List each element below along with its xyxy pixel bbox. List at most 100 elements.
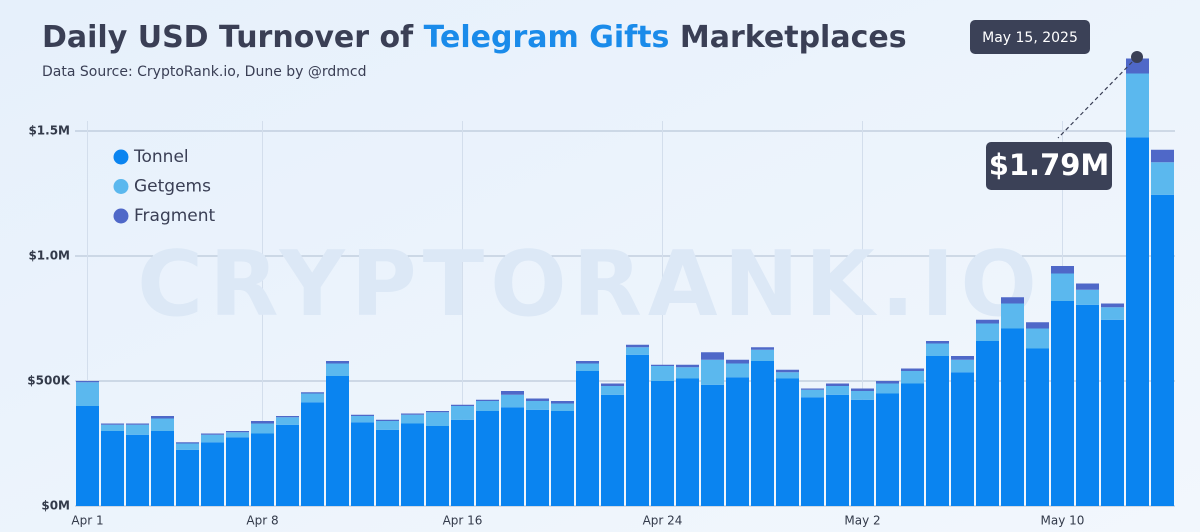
bar-segment bbox=[451, 406, 474, 420]
bar-segment bbox=[251, 421, 274, 424]
bar-segment bbox=[251, 433, 274, 506]
title-part: Daily USD Turnover of bbox=[42, 20, 424, 55]
bar-segment bbox=[451, 404, 474, 406]
bar-segment bbox=[101, 431, 124, 506]
bar-segment bbox=[776, 369, 799, 373]
value-label: $1.79M bbox=[989, 148, 1110, 182]
watermark: CRYPTORANK.IO bbox=[137, 232, 1043, 337]
bar-segment bbox=[101, 424, 124, 431]
bar-segment bbox=[1126, 73, 1149, 138]
bar-segment bbox=[501, 394, 524, 408]
bar-segment bbox=[1151, 194, 1174, 506]
bar-segment bbox=[476, 401, 499, 411]
bar-segment bbox=[351, 414, 374, 416]
bar-segment bbox=[1101, 303, 1124, 308]
bar-segment bbox=[226, 431, 249, 433]
bar-segment bbox=[176, 443, 199, 450]
bar-segment bbox=[226, 437, 249, 506]
bar-segment bbox=[501, 391, 524, 395]
bar-segment bbox=[751, 347, 774, 350]
y-tick-label: $1.0M bbox=[28, 249, 70, 263]
bar-segment bbox=[901, 368, 924, 371]
bar-segment bbox=[126, 434, 149, 506]
bar-segment bbox=[726, 377, 749, 506]
bar-segment bbox=[1051, 301, 1074, 506]
bar-segment bbox=[1076, 304, 1099, 506]
bar-segment bbox=[151, 431, 174, 506]
bar-segment bbox=[926, 341, 949, 344]
legend-label: Fragment bbox=[134, 206, 216, 226]
bar-segment bbox=[426, 411, 449, 413]
bar-segment bbox=[1001, 328, 1024, 506]
bar-segment bbox=[951, 359, 974, 373]
date-label: May 15, 2025 bbox=[982, 30, 1078, 46]
bar-segment bbox=[126, 424, 149, 435]
bar-segment bbox=[1101, 319, 1124, 506]
bar-segment bbox=[851, 399, 874, 506]
bar-segment bbox=[351, 416, 374, 423]
x-tick-label: May 2 bbox=[844, 514, 880, 528]
bar-segment bbox=[1076, 289, 1099, 305]
x-tick-label: Apr 8 bbox=[246, 514, 278, 528]
bar-segment bbox=[1001, 297, 1024, 304]
bar-segment bbox=[76, 382, 99, 406]
subtitle: Data Source: CryptoRank.io, Dune by @rdm… bbox=[42, 64, 367, 80]
bar-segment bbox=[301, 392, 324, 394]
bar-segment bbox=[551, 403, 574, 411]
bar-segment bbox=[601, 383, 624, 386]
bar-segment bbox=[276, 417, 299, 425]
bar-segment bbox=[601, 394, 624, 506]
bar-segment bbox=[701, 352, 724, 360]
bar-segment bbox=[801, 388, 824, 390]
bar-segment bbox=[1026, 322, 1049, 329]
bar-segment bbox=[1026, 328, 1049, 349]
bar-segment bbox=[651, 381, 674, 506]
bar-segment bbox=[801, 389, 824, 398]
bar-segment bbox=[676, 378, 699, 506]
annotation-dot bbox=[1131, 51, 1143, 63]
bar-segment bbox=[301, 393, 324, 403]
bar-segment bbox=[651, 364, 674, 366]
legend-swatch bbox=[113, 208, 129, 224]
bar-segment bbox=[626, 344, 649, 348]
bar-segment bbox=[676, 364, 699, 368]
bar-segment bbox=[151, 418, 174, 431]
bar-segment bbox=[826, 386, 849, 395]
bar-segment bbox=[126, 423, 149, 425]
bar-segment bbox=[376, 419, 399, 421]
bar-segment bbox=[151, 416, 174, 419]
legend-swatch bbox=[113, 179, 129, 194]
bar-segment bbox=[476, 399, 499, 401]
bar-segment bbox=[376, 429, 399, 506]
legend-label: Getgems bbox=[134, 177, 211, 197]
bar-segment bbox=[476, 411, 499, 506]
bar-segment bbox=[976, 341, 999, 506]
x-tick-label: Apr 16 bbox=[443, 514, 483, 528]
bar-segment bbox=[776, 372, 799, 379]
bar-segment bbox=[976, 319, 999, 324]
bar-segment bbox=[526, 398, 549, 401]
bar-segment bbox=[426, 426, 449, 506]
title-part: Telegram Gifts bbox=[424, 20, 670, 55]
y-tick-label: $0M bbox=[41, 499, 70, 513]
bar-segment bbox=[801, 397, 824, 506]
title-part: Marketplaces bbox=[669, 20, 906, 55]
bar-segment bbox=[576, 363, 599, 371]
bar-segment bbox=[726, 363, 749, 378]
y-tick-label: $500K bbox=[27, 374, 70, 388]
bar-segment bbox=[176, 442, 199, 444]
value-box bbox=[986, 142, 1112, 190]
bar-segment bbox=[1101, 307, 1124, 320]
bar-segment bbox=[451, 419, 474, 506]
bar-segment bbox=[576, 361, 599, 364]
bar-segment bbox=[601, 386, 624, 395]
bar-segment bbox=[876, 393, 899, 506]
bar-segment bbox=[876, 383, 899, 394]
bar-segment bbox=[701, 359, 724, 385]
bar-segment bbox=[951, 372, 974, 506]
bar-segment bbox=[751, 349, 774, 361]
bar-segment bbox=[1026, 348, 1049, 506]
bar-segment bbox=[376, 421, 399, 430]
